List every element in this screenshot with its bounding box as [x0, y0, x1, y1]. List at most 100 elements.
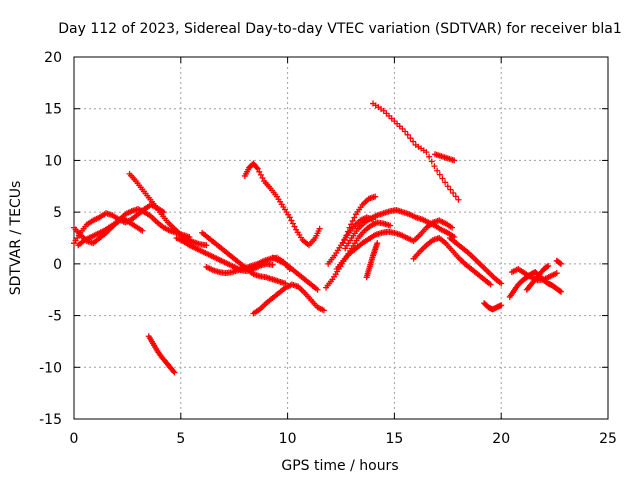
data-point	[558, 260, 565, 267]
data-point	[374, 240, 381, 247]
y-tick-label: 0	[53, 257, 62, 273]
x-tick-label: 0	[70, 431, 79, 447]
data-point	[171, 369, 178, 376]
data-point	[387, 222, 394, 229]
data-point	[253, 164, 260, 171]
data-point	[203, 242, 210, 249]
data-point	[269, 261, 276, 268]
data-point	[402, 128, 409, 135]
data-point	[556, 260, 563, 267]
x-tick-label: 20	[492, 431, 510, 447]
y-tick-labels: -15 -10 -5 0 5 10 15 20	[39, 50, 62, 428]
data-point	[139, 227, 146, 234]
data-point	[343, 232, 350, 239]
series-arc10	[269, 254, 321, 293]
y-tick-label: -15	[39, 412, 62, 428]
data-point	[407, 135, 414, 142]
series-arc9	[250, 281, 327, 317]
data-point	[455, 196, 462, 203]
data-point	[498, 302, 505, 309]
series-arc26	[145, 333, 178, 376]
series-arc3	[75, 215, 146, 249]
data-point	[558, 288, 565, 295]
x-tick-label: 25	[599, 431, 617, 447]
data-point	[436, 171, 443, 178]
data-point	[556, 288, 563, 295]
series-arc20	[446, 235, 505, 287]
data-point	[286, 214, 293, 221]
x-tick-label: 5	[176, 431, 185, 447]
y-tick-label: 5	[53, 205, 62, 221]
series-arc13	[333, 217, 456, 273]
data-point	[320, 307, 327, 314]
data-point	[450, 190, 457, 197]
x-axis-label: GPS time / hours	[281, 458, 398, 474]
data-point	[498, 280, 505, 287]
data-point	[259, 175, 266, 182]
data-point	[545, 262, 552, 269]
y-tick-label: -10	[39, 360, 62, 376]
data-point	[344, 228, 351, 235]
data-point	[487, 281, 494, 288]
data-point	[340, 240, 347, 247]
y-tick-label: 15	[44, 102, 62, 118]
plot-frame	[73, 56, 609, 420]
data-point	[428, 158, 435, 165]
data-point	[444, 183, 451, 190]
data-point	[426, 153, 433, 160]
series-arc8	[241, 160, 323, 249]
data-point	[544, 263, 551, 270]
data-point	[452, 193, 459, 200]
data-point	[289, 220, 296, 227]
series-arc4	[126, 170, 210, 249]
x-tick-labels: 0 5 10 15 20 25	[70, 431, 617, 447]
x-tick-label: 10	[279, 431, 297, 447]
series-arc16	[363, 240, 381, 281]
data-point	[257, 171, 264, 178]
data-point	[254, 165, 261, 172]
data-points	[71, 100, 565, 376]
data-point	[291, 223, 298, 230]
data-point	[346, 224, 353, 231]
data-point	[314, 286, 321, 293]
series-arc5	[173, 235, 276, 275]
data-point	[439, 175, 446, 182]
data-point	[351, 214, 358, 221]
data-point	[349, 217, 356, 224]
series-arc18	[431, 151, 458, 164]
data-point	[372, 193, 379, 200]
y-axis-label: SDTVAR / TECUs	[8, 181, 24, 296]
data-point	[431, 163, 438, 170]
y-tick-label: -5	[48, 309, 62, 325]
data-point	[442, 179, 449, 186]
data-point	[288, 217, 295, 224]
data-point	[449, 224, 456, 231]
data-point	[423, 149, 430, 156]
data-point	[256, 168, 263, 175]
chart-title: Day 112 of 2023, Sidereal Day-to-day VTE…	[58, 21, 621, 37]
grid-lines	[74, 57, 608, 419]
series-arc25	[553, 257, 565, 267]
data-point	[341, 236, 348, 243]
x-tick-label: 15	[385, 431, 403, 447]
series-arc17	[370, 100, 462, 203]
data-point	[404, 131, 411, 138]
data-point	[410, 138, 417, 145]
data-point	[447, 186, 454, 193]
data-point	[170, 368, 177, 375]
axis-ticks	[73, 56, 609, 420]
series-arc15	[340, 193, 379, 247]
series-arc24	[523, 262, 552, 293]
y-tick-label: 20	[44, 50, 62, 66]
series-arc6	[199, 229, 289, 287]
series-arc14	[342, 207, 458, 252]
data-point	[316, 225, 323, 232]
series-arc21	[481, 300, 505, 313]
data-point	[434, 167, 441, 174]
data-point	[348, 221, 355, 228]
data-point	[451, 157, 458, 164]
data-point	[553, 270, 560, 277]
series-arc19	[410, 235, 494, 288]
y-tick-label: 10	[44, 153, 62, 169]
